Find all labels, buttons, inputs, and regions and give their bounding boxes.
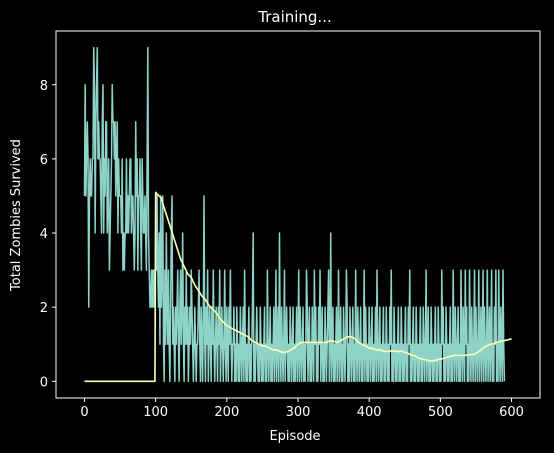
x-tick-label: 500 xyxy=(428,405,453,420)
x-tick-label: 400 xyxy=(357,405,382,420)
y-tick-label: 2 xyxy=(40,301,48,316)
x-tick-label: 600 xyxy=(499,405,524,420)
y-ticks: 0 2 4 6 8 xyxy=(40,79,56,391)
y-tick-label: 4 xyxy=(40,227,48,242)
x-tick-label: 300 xyxy=(286,405,311,420)
x-tick-label: 100 xyxy=(143,405,168,420)
x-ticks: 0 100 200 300 400 500 600 xyxy=(80,398,524,420)
chart-title: Training... xyxy=(257,8,332,26)
x-tick-label: 0 xyxy=(80,405,88,420)
y-axis-label: Total Zombies Survived xyxy=(9,139,24,292)
x-axis-label: Episode xyxy=(269,429,320,444)
series-line-1 xyxy=(84,48,504,382)
y-tick-label: 6 xyxy=(40,153,48,168)
series-group xyxy=(84,48,511,382)
x-tick-label: 200 xyxy=(214,405,239,420)
y-tick-label: 0 xyxy=(40,375,48,390)
y-tick-label: 8 xyxy=(40,79,48,94)
